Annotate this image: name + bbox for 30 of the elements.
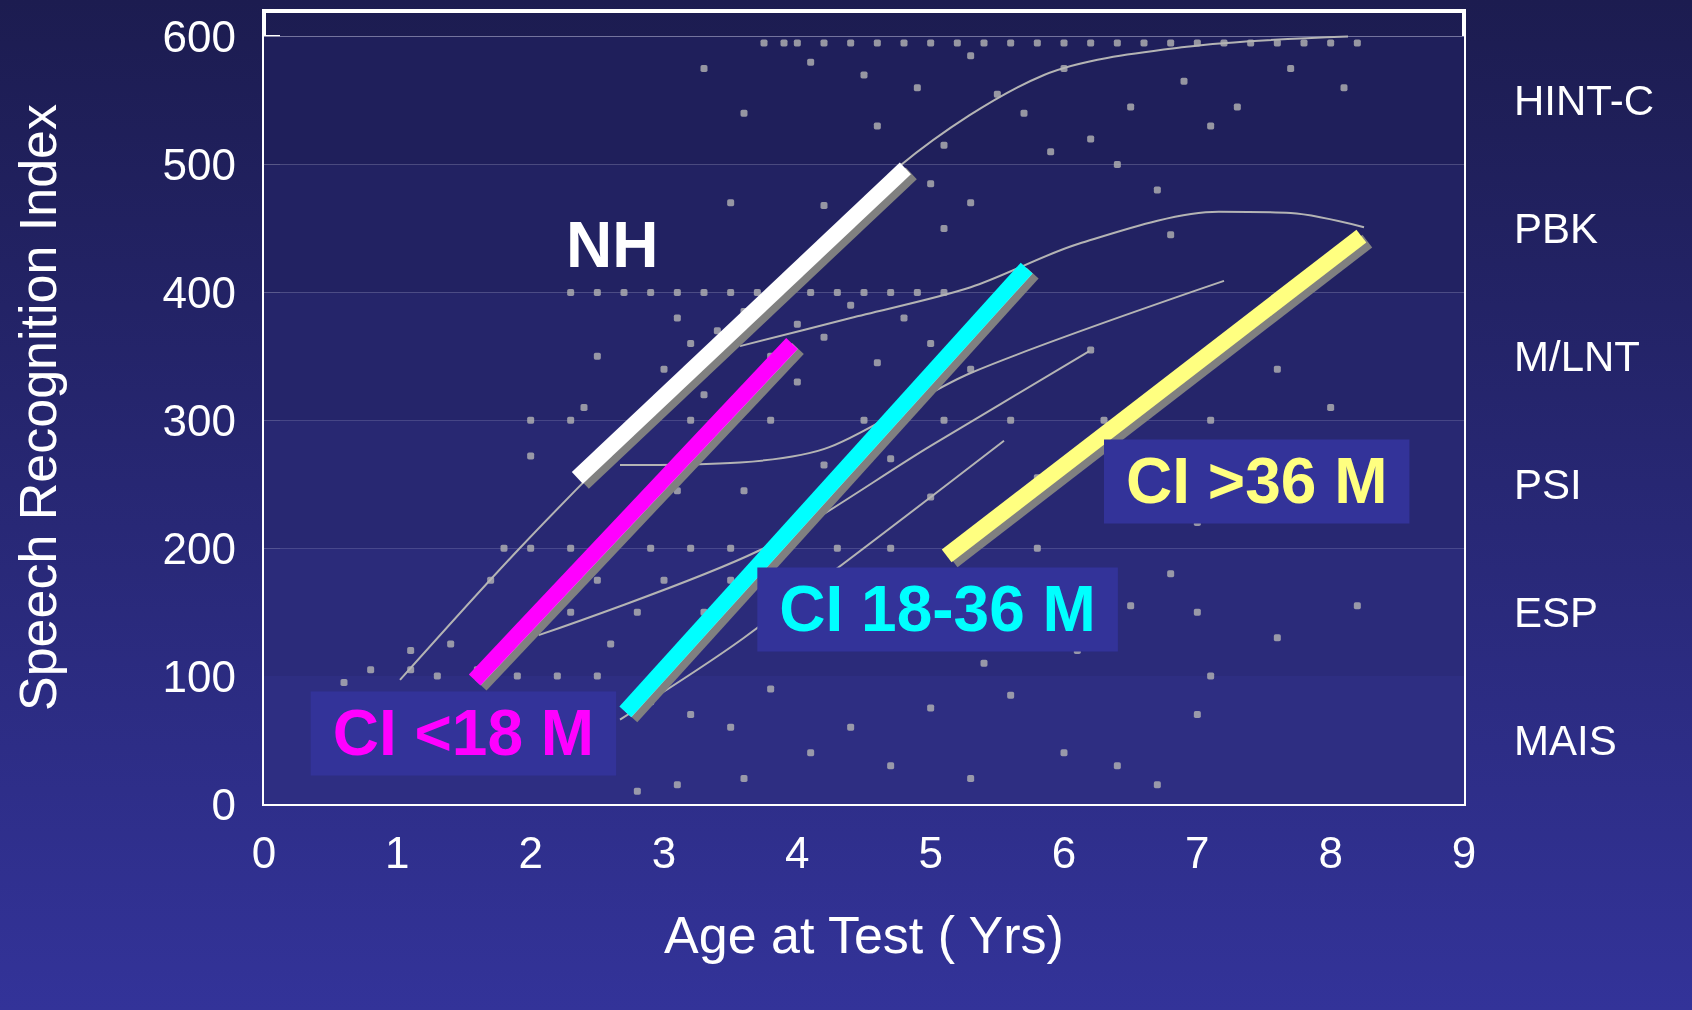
band-label: ESP	[1514, 588, 1599, 636]
y-tick-label: 300	[162, 395, 236, 445]
x-tick-label: 8	[1318, 827, 1343, 877]
line-series	[739, 210, 1365, 348]
series-label: CI 18-36 M	[779, 573, 1096, 646]
y-tick-label: 400	[162, 267, 236, 317]
band-label: M/LNT	[1514, 332, 1640, 380]
x-tick-label: 2	[518, 827, 543, 877]
y-tick-label: 100	[162, 651, 236, 701]
x-tick-label: 7	[1185, 827, 1210, 877]
y-tick-label: 500	[162, 139, 236, 189]
y-tick-label: 600	[162, 12, 236, 62]
x-tick-label: 4	[785, 827, 810, 877]
y-axis-title: Speech Recognition Index	[9, 103, 67, 712]
x-tick-label: 1	[385, 827, 410, 877]
x-tick-label: 5	[918, 827, 943, 877]
band-label: MAIS	[1514, 716, 1617, 764]
x-tick-label: 0	[251, 827, 277, 877]
x-tick-label: 6	[1051, 827, 1077, 877]
series-label: NH	[566, 208, 659, 281]
x-tick-label: 3	[651, 827, 677, 877]
band-label: PBK	[1514, 204, 1599, 252]
series-label: CI <18 M	[332, 697, 595, 770]
series-label: CI >36 M	[1126, 445, 1388, 518]
band-label: HINT-C	[1514, 77, 1654, 125]
y-tick-label: 200	[162, 523, 236, 573]
x-tick-label: 9	[1451, 827, 1477, 877]
y-tick-label: 0	[211, 779, 236, 829]
band-label: PSI	[1514, 460, 1582, 508]
x-axis-title: Age at Test ( Yrs)	[664, 906, 1064, 964]
